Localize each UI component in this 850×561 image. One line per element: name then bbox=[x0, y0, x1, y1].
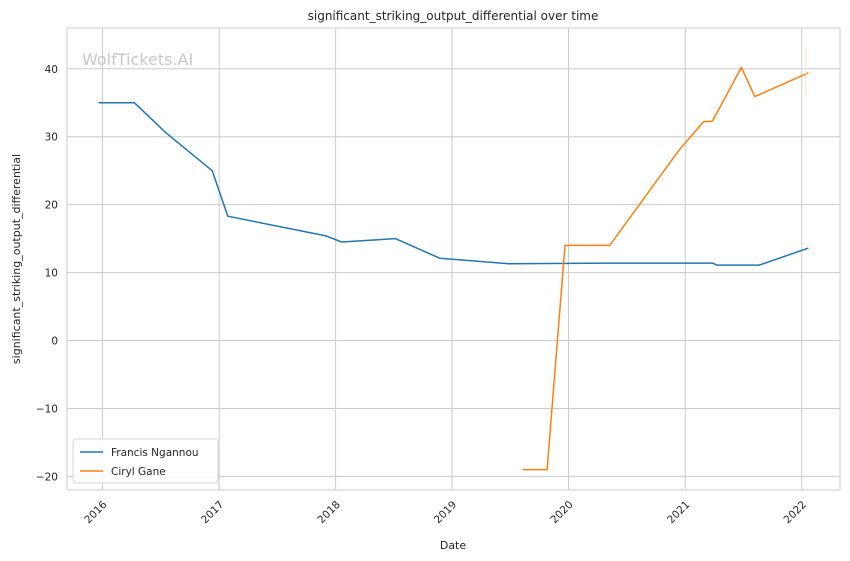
series-line-0 bbox=[98, 101, 809, 266]
y-tick-label: 30 bbox=[45, 132, 58, 144]
x-axis-label: Date bbox=[440, 539, 467, 552]
x-tick-label: 2020 bbox=[548, 499, 575, 526]
watermark: WolfTickets.AI bbox=[82, 50, 193, 69]
series-lines bbox=[98, 66, 809, 471]
y-axis-label: significant_striking_output_differential bbox=[10, 154, 23, 364]
x-tick-label: 2017 bbox=[199, 499, 226, 526]
series-line-1 bbox=[522, 66, 809, 471]
x-tick-label: 2016 bbox=[82, 499, 110, 527]
legend-label-0: Francis Ngannou bbox=[111, 447, 199, 459]
y-tick-label: 40 bbox=[45, 64, 58, 76]
legend-label-1: Ciryl Gane bbox=[111, 466, 166, 478]
y-tick-label: −10 bbox=[36, 403, 58, 415]
x-tick-labels: 2016 2017 2018 2019 2020 2021 2022 bbox=[82, 499, 809, 527]
legend: Francis Ngannou Ciryl Gane bbox=[72, 438, 219, 484]
x-tick-label: 2021 bbox=[665, 499, 692, 526]
plot-frame bbox=[66, 27, 841, 491]
y-tick-label: −20 bbox=[36, 471, 58, 483]
chart-title: significant_striking_output_differential… bbox=[308, 9, 599, 23]
legend-box bbox=[72, 438, 219, 484]
x-tick-label: 2022 bbox=[782, 499, 809, 526]
x-tick-label: 2018 bbox=[315, 499, 342, 526]
y-tick-labels: −20 −10 0 10 20 30 40 bbox=[36, 64, 58, 484]
x-tick-label: 2019 bbox=[432, 499, 459, 526]
y-tick-label: 0 bbox=[51, 336, 58, 348]
y-tick-label: 10 bbox=[45, 268, 58, 280]
y-tick-label: 20 bbox=[45, 200, 58, 212]
